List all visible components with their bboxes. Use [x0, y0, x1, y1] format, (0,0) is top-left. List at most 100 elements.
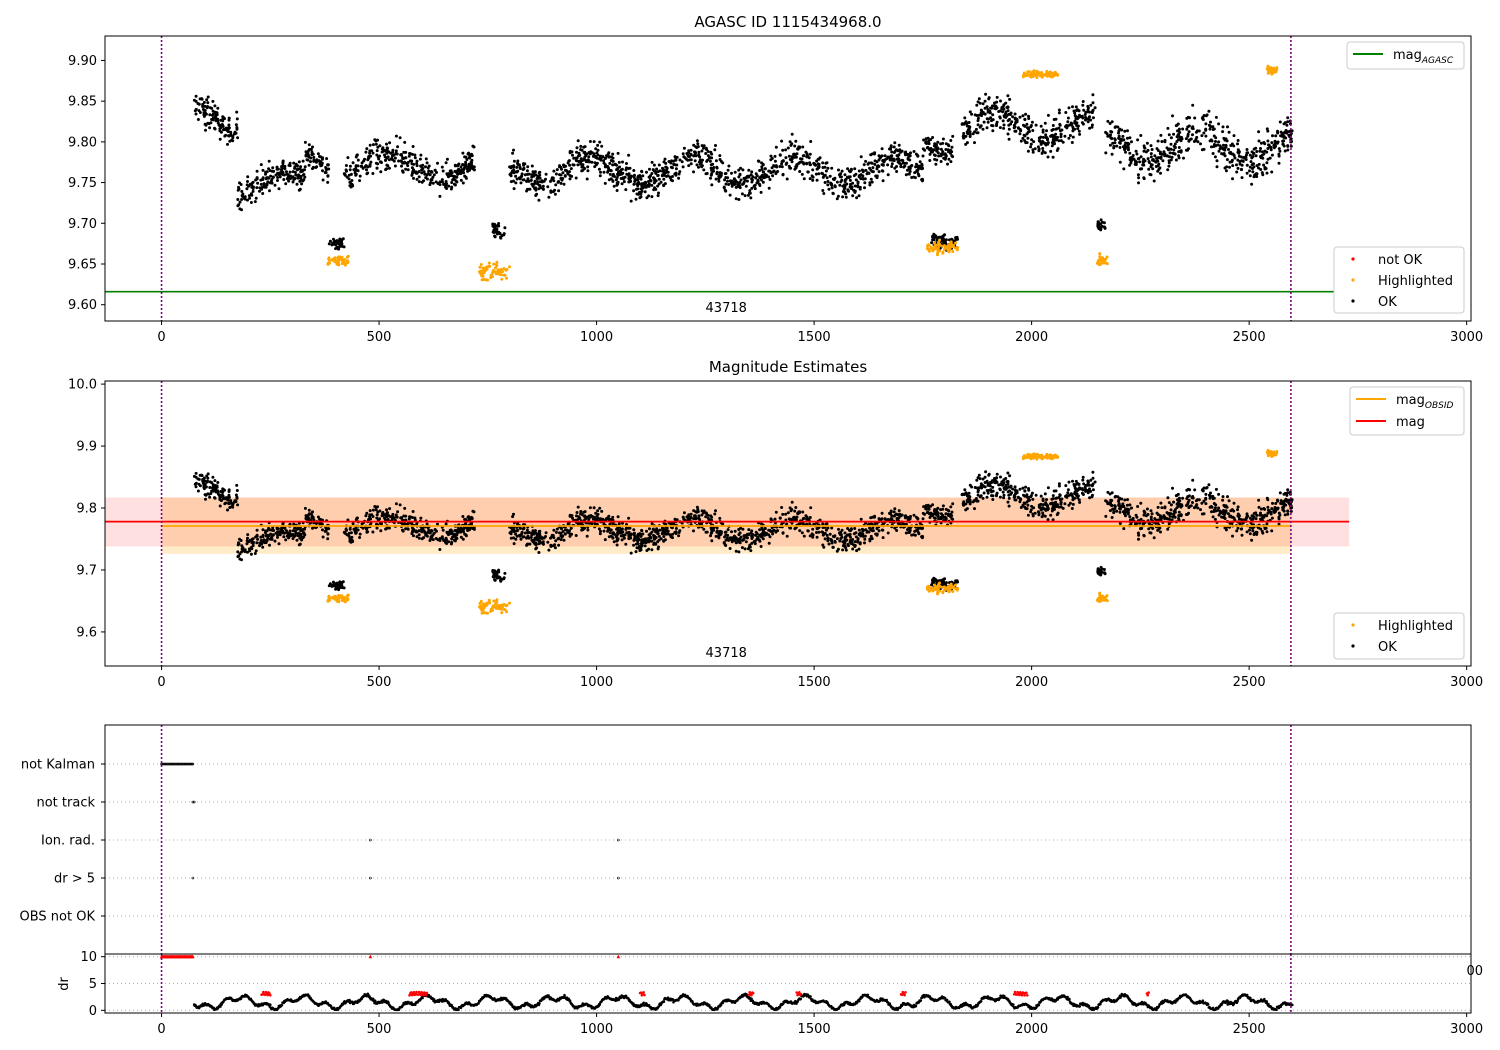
ok-point	[493, 227, 497, 231]
ok-point	[1223, 166, 1227, 170]
ok-point	[910, 164, 914, 167]
ok-point	[461, 537, 465, 541]
ok-point	[1222, 143, 1225, 147]
ok-point	[238, 200, 242, 204]
ok-point	[472, 527, 476, 531]
ok-point	[388, 141, 392, 145]
ok-point	[378, 154, 382, 158]
ok-point	[350, 535, 354, 539]
ok-point	[665, 168, 668, 172]
ok-point	[227, 126, 230, 130]
ok-point	[334, 587, 338, 591]
ok-point	[236, 136, 240, 140]
ok-point	[1041, 135, 1045, 139]
ok-point	[1149, 165, 1153, 169]
ok-point	[700, 164, 704, 168]
ok-point	[431, 533, 435, 537]
ok-point	[763, 167, 767, 171]
ok-point	[608, 531, 612, 535]
ok-point	[671, 532, 674, 536]
ok-point	[1208, 127, 1212, 131]
ok-point	[741, 182, 744, 186]
ok-point	[1215, 159, 1219, 163]
ok-point	[235, 495, 239, 499]
ok-point	[1270, 170, 1274, 174]
ok-point	[349, 531, 353, 535]
ok-point	[304, 514, 308, 518]
ok-point	[798, 522, 802, 526]
ok-point	[1118, 160, 1122, 164]
ok-point	[1161, 159, 1165, 163]
ok-point	[1117, 131, 1120, 135]
ok-point	[1103, 225, 1107, 229]
ok-point	[216, 119, 220, 123]
ok-point	[1160, 152, 1164, 156]
ok-point	[287, 536, 291, 540]
ok-point	[871, 166, 875, 170]
ok-point	[518, 165, 522, 169]
highlighted-point	[342, 258, 346, 261]
highlighted-point	[336, 256, 340, 260]
ok-point	[753, 187, 757, 191]
ok-point	[717, 536, 721, 540]
ok-point	[218, 496, 222, 500]
ok-point	[990, 119, 993, 123]
ok-point	[221, 128, 225, 132]
ok-point	[1091, 93, 1095, 97]
ok-point	[1269, 145, 1273, 149]
ok-point	[714, 509, 717, 513]
ok-point	[927, 139, 931, 143]
ok-point	[1071, 105, 1074, 109]
ok-point	[449, 174, 453, 177]
ok-point	[927, 142, 931, 146]
ok-point	[736, 183, 740, 187]
ok-point	[568, 532, 572, 536]
highlighted-point	[1274, 70, 1278, 74]
ok-point	[738, 181, 742, 184]
ok-point	[582, 145, 586, 149]
legend-not-ok: not OK	[1378, 253, 1423, 268]
ok-point	[853, 184, 857, 188]
ok-point	[291, 533, 295, 536]
ok-point	[749, 196, 753, 200]
ok-point	[800, 172, 804, 176]
ok-point	[1214, 140, 1217, 143]
ok-point	[937, 154, 941, 158]
ok-point	[600, 509, 604, 513]
ok-point	[304, 153, 308, 157]
ok-point	[321, 169, 324, 173]
ok-point	[652, 542, 656, 546]
ok-point	[496, 231, 500, 235]
ok-point	[817, 172, 821, 176]
ok-point	[235, 126, 239, 129]
ok-point	[1169, 158, 1173, 162]
ok-point	[780, 162, 784, 166]
ok-point	[761, 537, 765, 541]
ok-point	[739, 166, 743, 170]
ok-point	[702, 527, 706, 531]
ok-point	[599, 158, 603, 162]
ok-point	[348, 184, 352, 188]
ok-point	[576, 163, 580, 167]
ok-point	[347, 177, 351, 181]
ok-point	[456, 528, 460, 532]
ok-point	[208, 113, 212, 117]
ok-point	[1133, 159, 1137, 163]
ok-point	[460, 527, 464, 531]
ok-point	[805, 161, 809, 165]
ok-point	[1236, 166, 1240, 170]
ok-point	[423, 172, 427, 176]
ok-point	[886, 173, 890, 177]
ok-point	[748, 189, 752, 193]
ok-point	[874, 174, 878, 178]
ok-point	[1145, 141, 1149, 145]
ok-point	[1004, 112, 1007, 116]
ok-point	[756, 536, 760, 540]
ok-point	[365, 511, 369, 515]
ok-point	[611, 515, 615, 519]
ok-point	[194, 475, 198, 479]
ok-point	[461, 151, 465, 155]
ok-point	[833, 534, 837, 538]
ok-point	[1045, 129, 1048, 133]
ok-point	[627, 176, 631, 180]
